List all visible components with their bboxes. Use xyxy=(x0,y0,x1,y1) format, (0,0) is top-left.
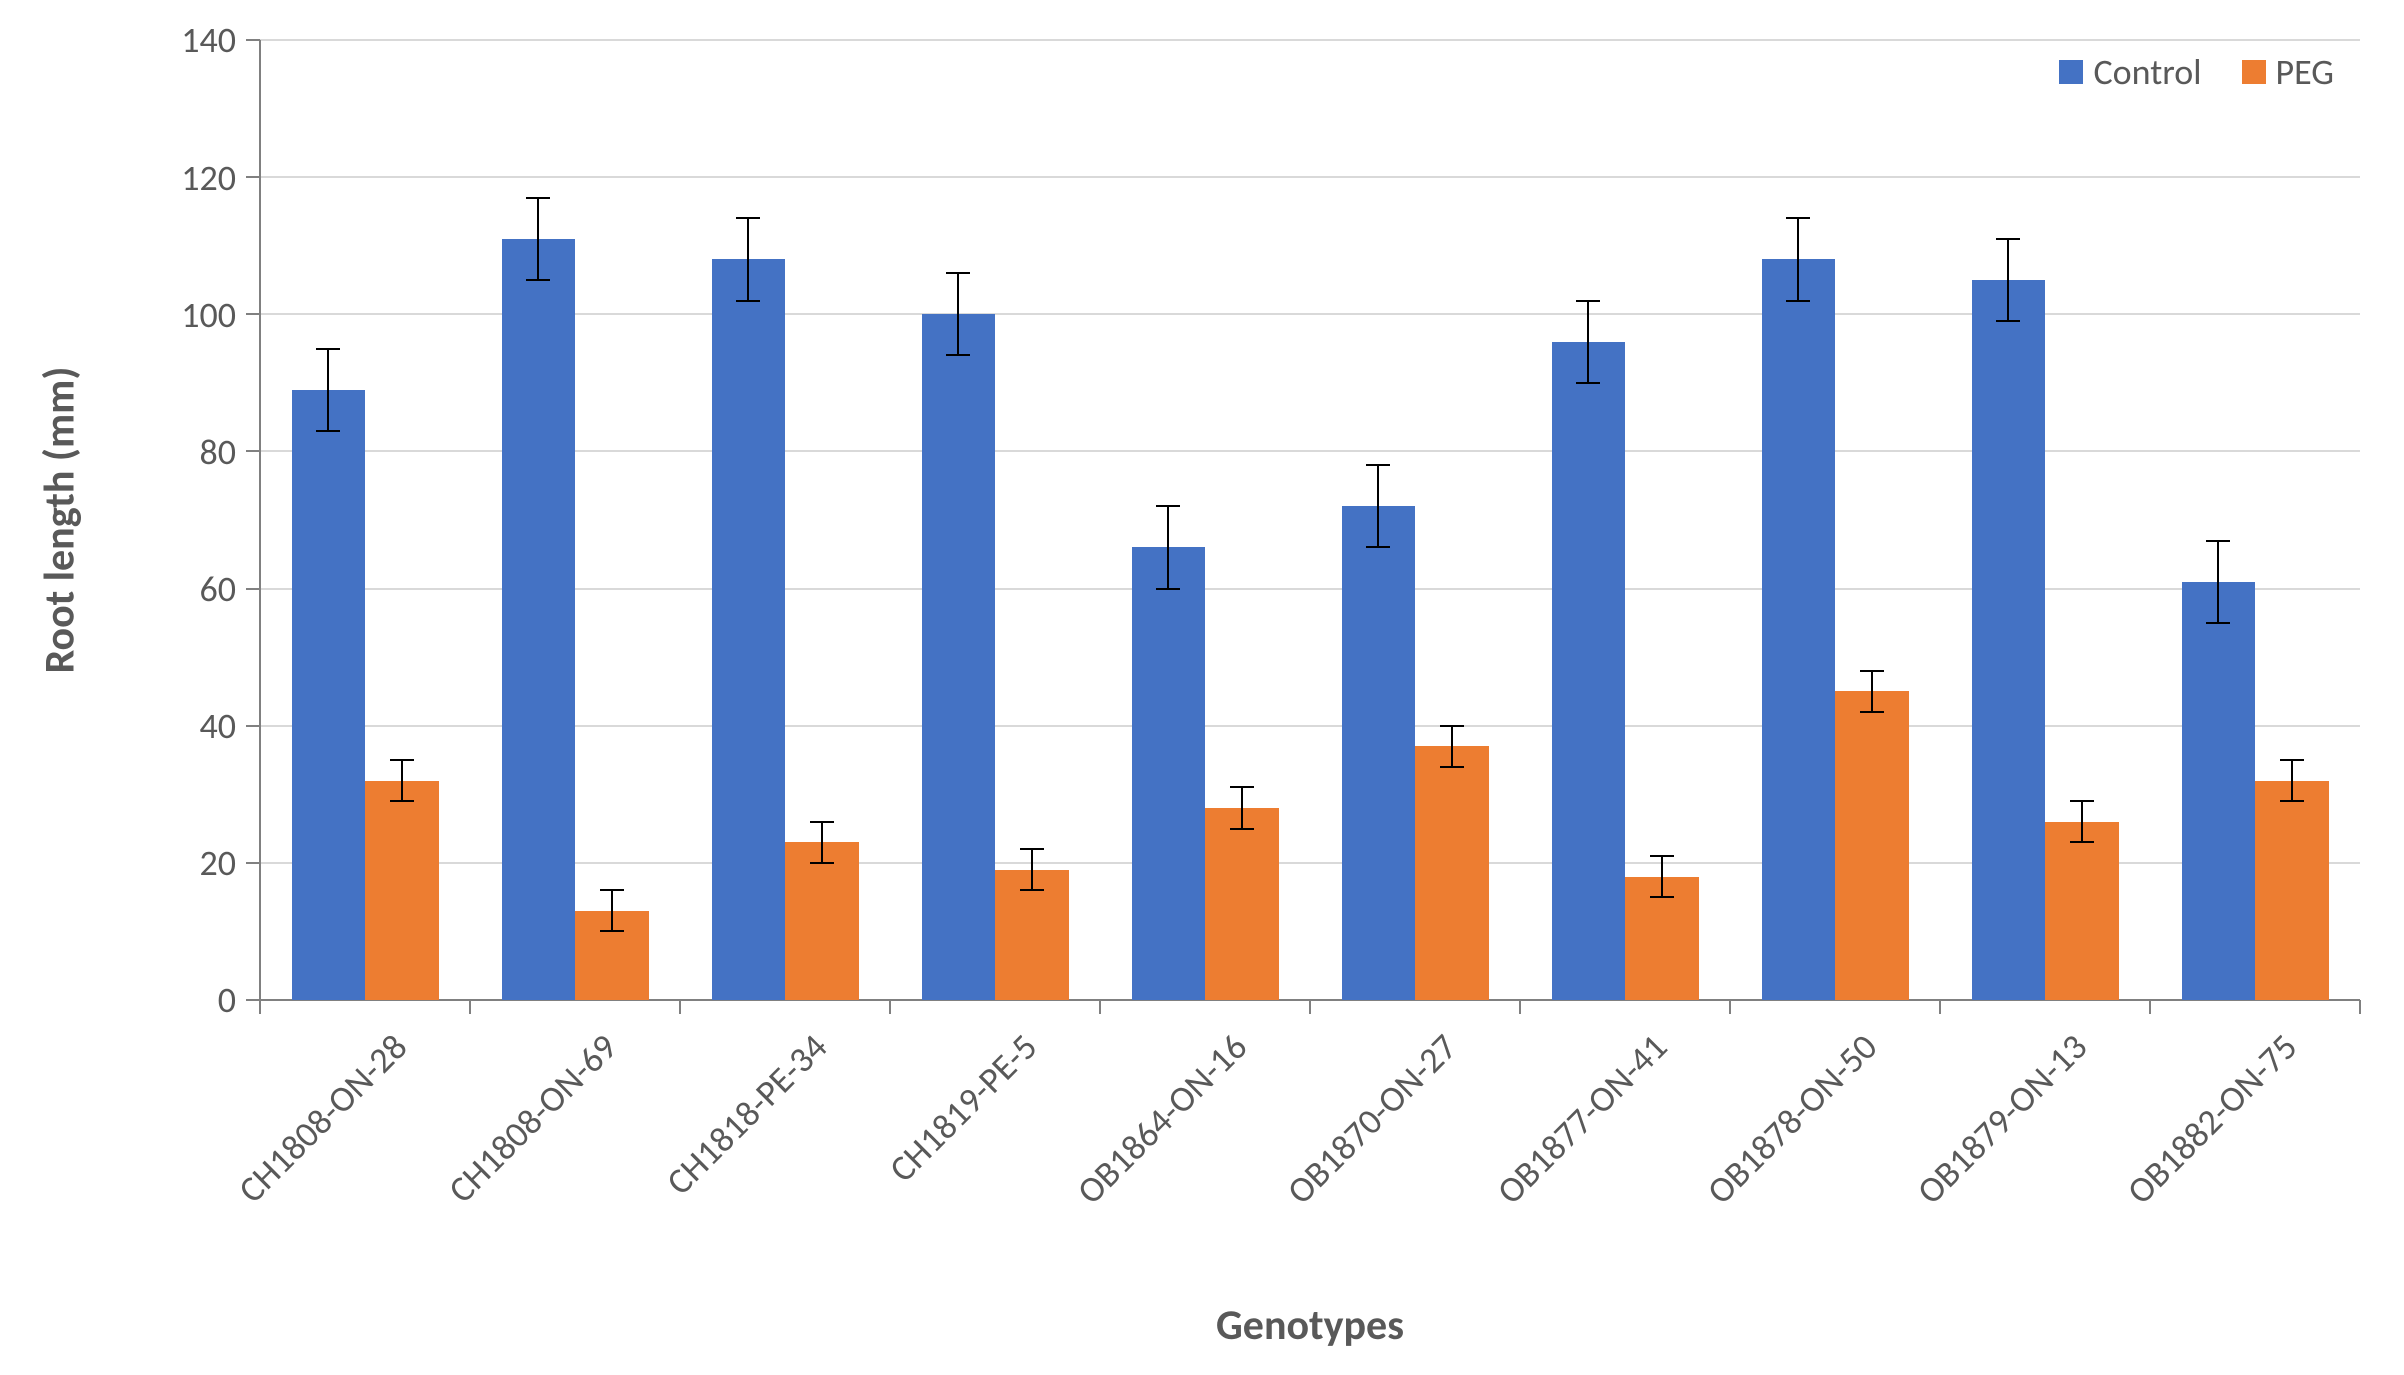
gridline xyxy=(260,39,2360,41)
bar xyxy=(785,842,859,1000)
x-tick xyxy=(1939,1000,1941,1014)
x-tick xyxy=(2359,1000,2361,1014)
y-tick xyxy=(246,999,260,1001)
bar xyxy=(1342,506,1416,1000)
bar xyxy=(1132,547,1206,1000)
x-tick xyxy=(1099,1000,1101,1014)
bar xyxy=(502,239,576,1000)
gridline xyxy=(260,313,2360,315)
bar xyxy=(365,781,439,1000)
plot-area: 020406080100120140CH1808-ON-28CH1808-ON-… xyxy=(260,40,2360,1000)
y-axis-line xyxy=(259,40,261,1000)
y-tick xyxy=(246,176,260,178)
bar xyxy=(1205,808,1279,1000)
y-tick xyxy=(246,39,260,41)
y-tick-label: 80 xyxy=(136,430,236,474)
y-tick xyxy=(246,450,260,452)
y-tick-label: 100 xyxy=(136,293,236,337)
y-tick-label: 60 xyxy=(136,567,236,611)
bar xyxy=(1762,259,1836,1000)
x-tick-label: CH1819-PE-5 xyxy=(803,1025,1046,1268)
y-tick xyxy=(246,862,260,864)
bar xyxy=(1835,691,1909,1000)
x-tick xyxy=(889,1000,891,1014)
bar xyxy=(1972,280,2046,1000)
bar xyxy=(292,390,366,1000)
bar xyxy=(2182,582,2256,1000)
root-length-chart: Root length (mm) Genotypes Control PEG 0… xyxy=(0,0,2404,1375)
x-tick xyxy=(469,1000,471,1014)
x-tick-label: OB1877-ON-41 xyxy=(1433,1025,1676,1268)
x-tick-label: OB1870-ON-27 xyxy=(1223,1025,1466,1268)
x-tick xyxy=(679,1000,681,1014)
bar xyxy=(1552,342,1626,1000)
x-tick xyxy=(1729,1000,1731,1014)
gridline xyxy=(260,588,2360,590)
x-tick-label: CH1808-ON-69 xyxy=(383,1025,626,1268)
y-tick xyxy=(246,313,260,315)
x-tick xyxy=(2149,1000,2151,1014)
x-tick-label: OB1878-ON-50 xyxy=(1643,1025,1886,1268)
x-tick-label: OB1882-ON-75 xyxy=(2063,1025,2306,1268)
y-axis-title: Root length (mm) xyxy=(35,367,86,674)
x-tick-label: OB1879-ON-13 xyxy=(1853,1025,2096,1268)
x-tick xyxy=(1519,1000,1521,1014)
x-tick xyxy=(259,1000,261,1014)
x-tick-label: OB1864-ON-16 xyxy=(1013,1025,1256,1268)
bar xyxy=(712,259,786,1000)
gridline xyxy=(260,176,2360,178)
y-tick-label: 140 xyxy=(136,18,236,62)
bar xyxy=(2255,781,2329,1000)
x-tick-label: CH1808-ON-28 xyxy=(173,1025,416,1268)
y-tick-label: 0 xyxy=(136,978,236,1022)
gridline xyxy=(260,725,2360,727)
x-tick xyxy=(1309,1000,1311,1014)
x-axis-title: Genotypes xyxy=(1160,1300,1460,1351)
bar xyxy=(922,314,996,1000)
bar xyxy=(2045,822,2119,1000)
gridline xyxy=(260,450,2360,452)
x-tick-label: CH1818-PE-34 xyxy=(593,1025,836,1268)
y-tick xyxy=(246,588,260,590)
y-tick-label: 120 xyxy=(136,156,236,200)
y-tick xyxy=(246,725,260,727)
y-tick-label: 40 xyxy=(136,704,236,748)
bar xyxy=(1415,746,1489,1000)
y-tick-label: 20 xyxy=(136,841,236,885)
